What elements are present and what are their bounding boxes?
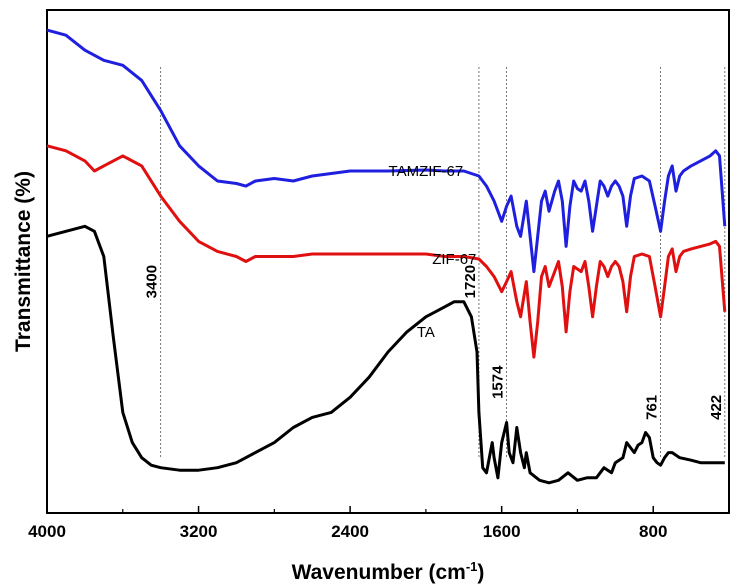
y-axis-label: Transmittance (%) (12, 171, 35, 352)
series-line-tamzif-67 (46, 28, 727, 274)
series-line-ta (46, 224, 725, 485)
x-tick-label-800: 800 (639, 522, 667, 541)
x-axis-label: Wavenumber (cm-1) (292, 559, 485, 584)
series-labels: TAMZIF-67 ZIF-67 TA (389, 163, 477, 341)
plot-frame (46, 9, 730, 514)
x-tick-label-2400: 2400 (331, 522, 369, 541)
x-axis-label-close: ) (477, 561, 484, 584)
peak-label-1720: 1720 (462, 265, 479, 298)
x-tick-label-1600: 1600 (483, 522, 521, 541)
peak-label-422: 422 (708, 395, 725, 420)
peak-label-3400: 3400 (144, 265, 161, 298)
x-axis-label-main: Wavenumber (cm (292, 561, 466, 584)
peak-annotation-labels: 3400 1720 1574 761 422 (144, 265, 725, 420)
series-label-tamzif-67: TAMZIF-67 (389, 163, 464, 180)
x-axis-label-sup: -1 (466, 559, 478, 574)
series-line-zif-67 (46, 144, 727, 359)
x-tick-label-3200: 3200 (180, 522, 218, 541)
series-label-zif-67: ZIF-67 (432, 251, 476, 268)
peak-label-761: 761 (644, 395, 661, 420)
x-tick-label-4000: 4000 (28, 522, 66, 541)
series-label-ta: TA (417, 324, 435, 341)
peak-label-1574: 1574 (490, 365, 507, 399)
series-group (46, 28, 727, 485)
x-axis-ticks: 4000 3200 2400 1600 800 (28, 506, 667, 541)
